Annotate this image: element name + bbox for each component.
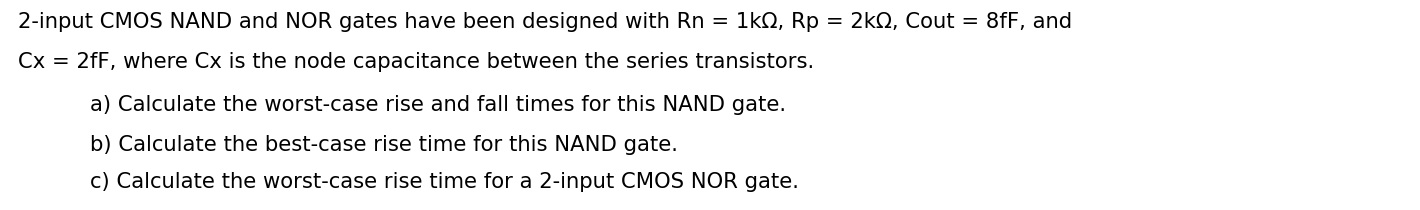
Text: Cx = 2fF, where Cx is the node capacitance between the series transistors.: Cx = 2fF, where Cx is the node capacitan…	[18, 52, 814, 72]
Text: b) Calculate the best-case rise time for this NAND gate.: b) Calculate the best-case rise time for…	[89, 135, 677, 155]
Text: c) Calculate the worst-case rise time for a 2-input CMOS NOR gate.: c) Calculate the worst-case rise time fo…	[89, 172, 799, 192]
Text: 2-input CMOS NAND and NOR gates have been designed with Rn = 1kΩ, Rp = 2kΩ, Cout: 2-input CMOS NAND and NOR gates have bee…	[18, 12, 1072, 32]
Text: a) Calculate the worst-case rise and fall times for this NAND gate.: a) Calculate the worst-case rise and fal…	[89, 95, 787, 115]
